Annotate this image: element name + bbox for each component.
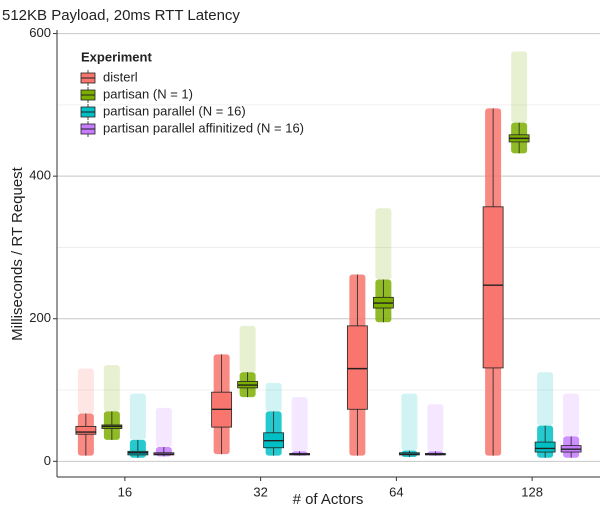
- legend-label: disterl: [103, 69, 138, 84]
- sparse-points: [103, 365, 120, 412]
- x-tick-label: 64: [389, 484, 403, 499]
- box-group: [346, 274, 368, 456]
- x-tick-label: 16: [118, 484, 132, 499]
- x-tick-label: 128: [521, 484, 543, 499]
- box-group: [398, 393, 420, 458]
- box-group: [508, 51, 530, 154]
- box-group: [289, 397, 311, 456]
- box-group: [153, 407, 175, 457]
- box-group: [372, 208, 394, 323]
- y-tick-label: 0: [44, 453, 51, 468]
- box-group: [127, 393, 149, 458]
- box: [346, 325, 368, 410]
- sparse-points: [401, 393, 418, 451]
- y-axis-label: Milliseconds / RT Request: [9, 166, 26, 341]
- legend-label: partisan (N = 1): [103, 86, 193, 101]
- sparse-points: [511, 51, 528, 123]
- chart-title: 512KB Payload, 20ms RTT Latency: [2, 7, 240, 24]
- sparse-points: [155, 407, 172, 448]
- sparse-points: [239, 325, 256, 373]
- sparse-points: [291, 397, 308, 452]
- box-group: [75, 368, 97, 456]
- legend-label: partisan parallel (N = 16): [103, 103, 246, 118]
- box-group: [560, 393, 582, 458]
- sparse-points: [375, 208, 392, 280]
- sparse-points: [129, 393, 146, 440]
- x-tick-label: 32: [253, 484, 267, 499]
- legend-label: partisan parallel affinitized (N = 16): [103, 120, 304, 135]
- box-group: [211, 354, 233, 455]
- box-group: [482, 108, 504, 456]
- box-group: [263, 382, 285, 456]
- y-tick-label: 400: [29, 168, 51, 183]
- box: [482, 206, 504, 369]
- y-tick-label: 200: [29, 310, 51, 325]
- sparse-points: [265, 382, 282, 412]
- box-group: [534, 372, 556, 458]
- y-tick-label: 600: [29, 25, 51, 40]
- box-group: [237, 325, 259, 398]
- box-group: [101, 365, 123, 440]
- legend-title: Experiment: [81, 49, 152, 64]
- box-group: [424, 404, 446, 456]
- sparse-points: [537, 372, 554, 426]
- x-axis-label: # of Actors: [293, 491, 364, 508]
- box: [75, 425, 97, 435]
- box: [534, 441, 556, 453]
- sparse-points: [563, 393, 580, 437]
- sparse-points: [77, 368, 94, 414]
- sparse-points: [427, 404, 444, 452]
